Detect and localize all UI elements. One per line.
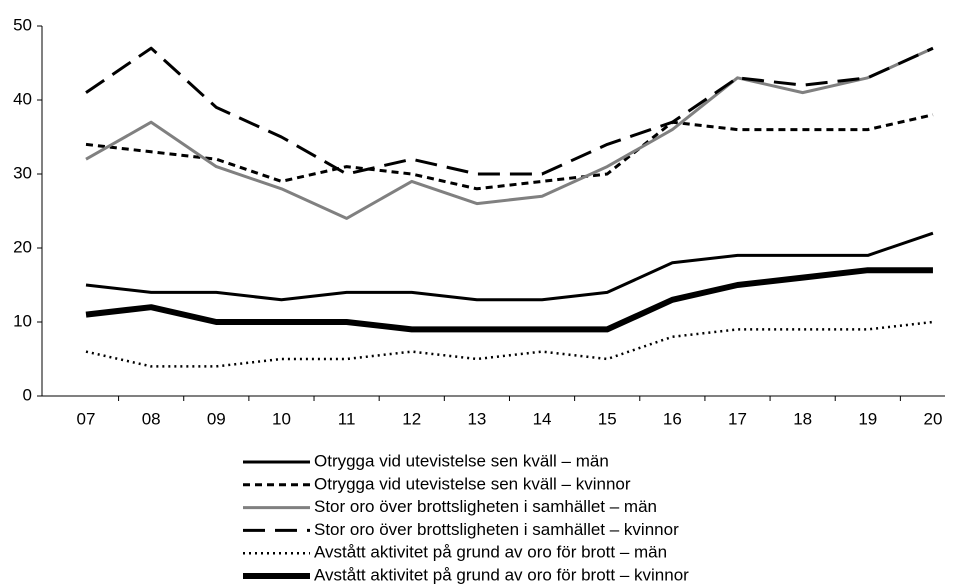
y-tick-label: 10 <box>13 311 32 330</box>
legend-label: Otrygga vid utevistelse sen kväll – kvin… <box>314 474 631 493</box>
x-tick-label: 07 <box>77 409 96 428</box>
legend-label: Avstått aktivitet på grund av oro för br… <box>314 543 667 562</box>
x-tick-label: 16 <box>663 409 682 428</box>
series-line <box>85 46 934 176</box>
legend-label: Otrygga vid utevistelse sen kväll – män <box>314 451 609 470</box>
legend-label: Stor oro över brottsligheten i samhället… <box>314 497 657 516</box>
series-line <box>85 231 934 302</box>
x-tick-label: 17 <box>728 409 747 428</box>
series-line <box>85 267 933 333</box>
x-tick-label: 13 <box>467 409 486 428</box>
legend-label: Stor oro över brottsligheten i samhället… <box>314 520 679 539</box>
x-tick-label: 08 <box>142 409 161 428</box>
x-tick-label: 19 <box>858 409 877 428</box>
series-line <box>85 320 934 368</box>
y-tick-label: 30 <box>13 163 32 182</box>
x-tick-label: 10 <box>272 409 291 428</box>
y-tick-label: 20 <box>13 237 32 256</box>
x-tick-label: 18 <box>793 409 812 428</box>
x-tick-label: 14 <box>533 409 552 428</box>
y-tick-label: 0 <box>23 385 32 404</box>
series-line <box>85 46 934 220</box>
x-tick-label: 12 <box>402 409 421 428</box>
x-tick-label: 20 <box>923 409 942 428</box>
y-tick-label: 40 <box>13 89 32 108</box>
legend-label: Avstått aktivitet på grund av oro för br… <box>314 565 689 584</box>
series-line <box>85 113 934 191</box>
y-tick-label: 50 <box>13 15 32 34</box>
x-tick-label: 09 <box>207 409 226 428</box>
x-tick-label: 11 <box>338 409 356 428</box>
x-tick-label: 15 <box>598 409 617 428</box>
